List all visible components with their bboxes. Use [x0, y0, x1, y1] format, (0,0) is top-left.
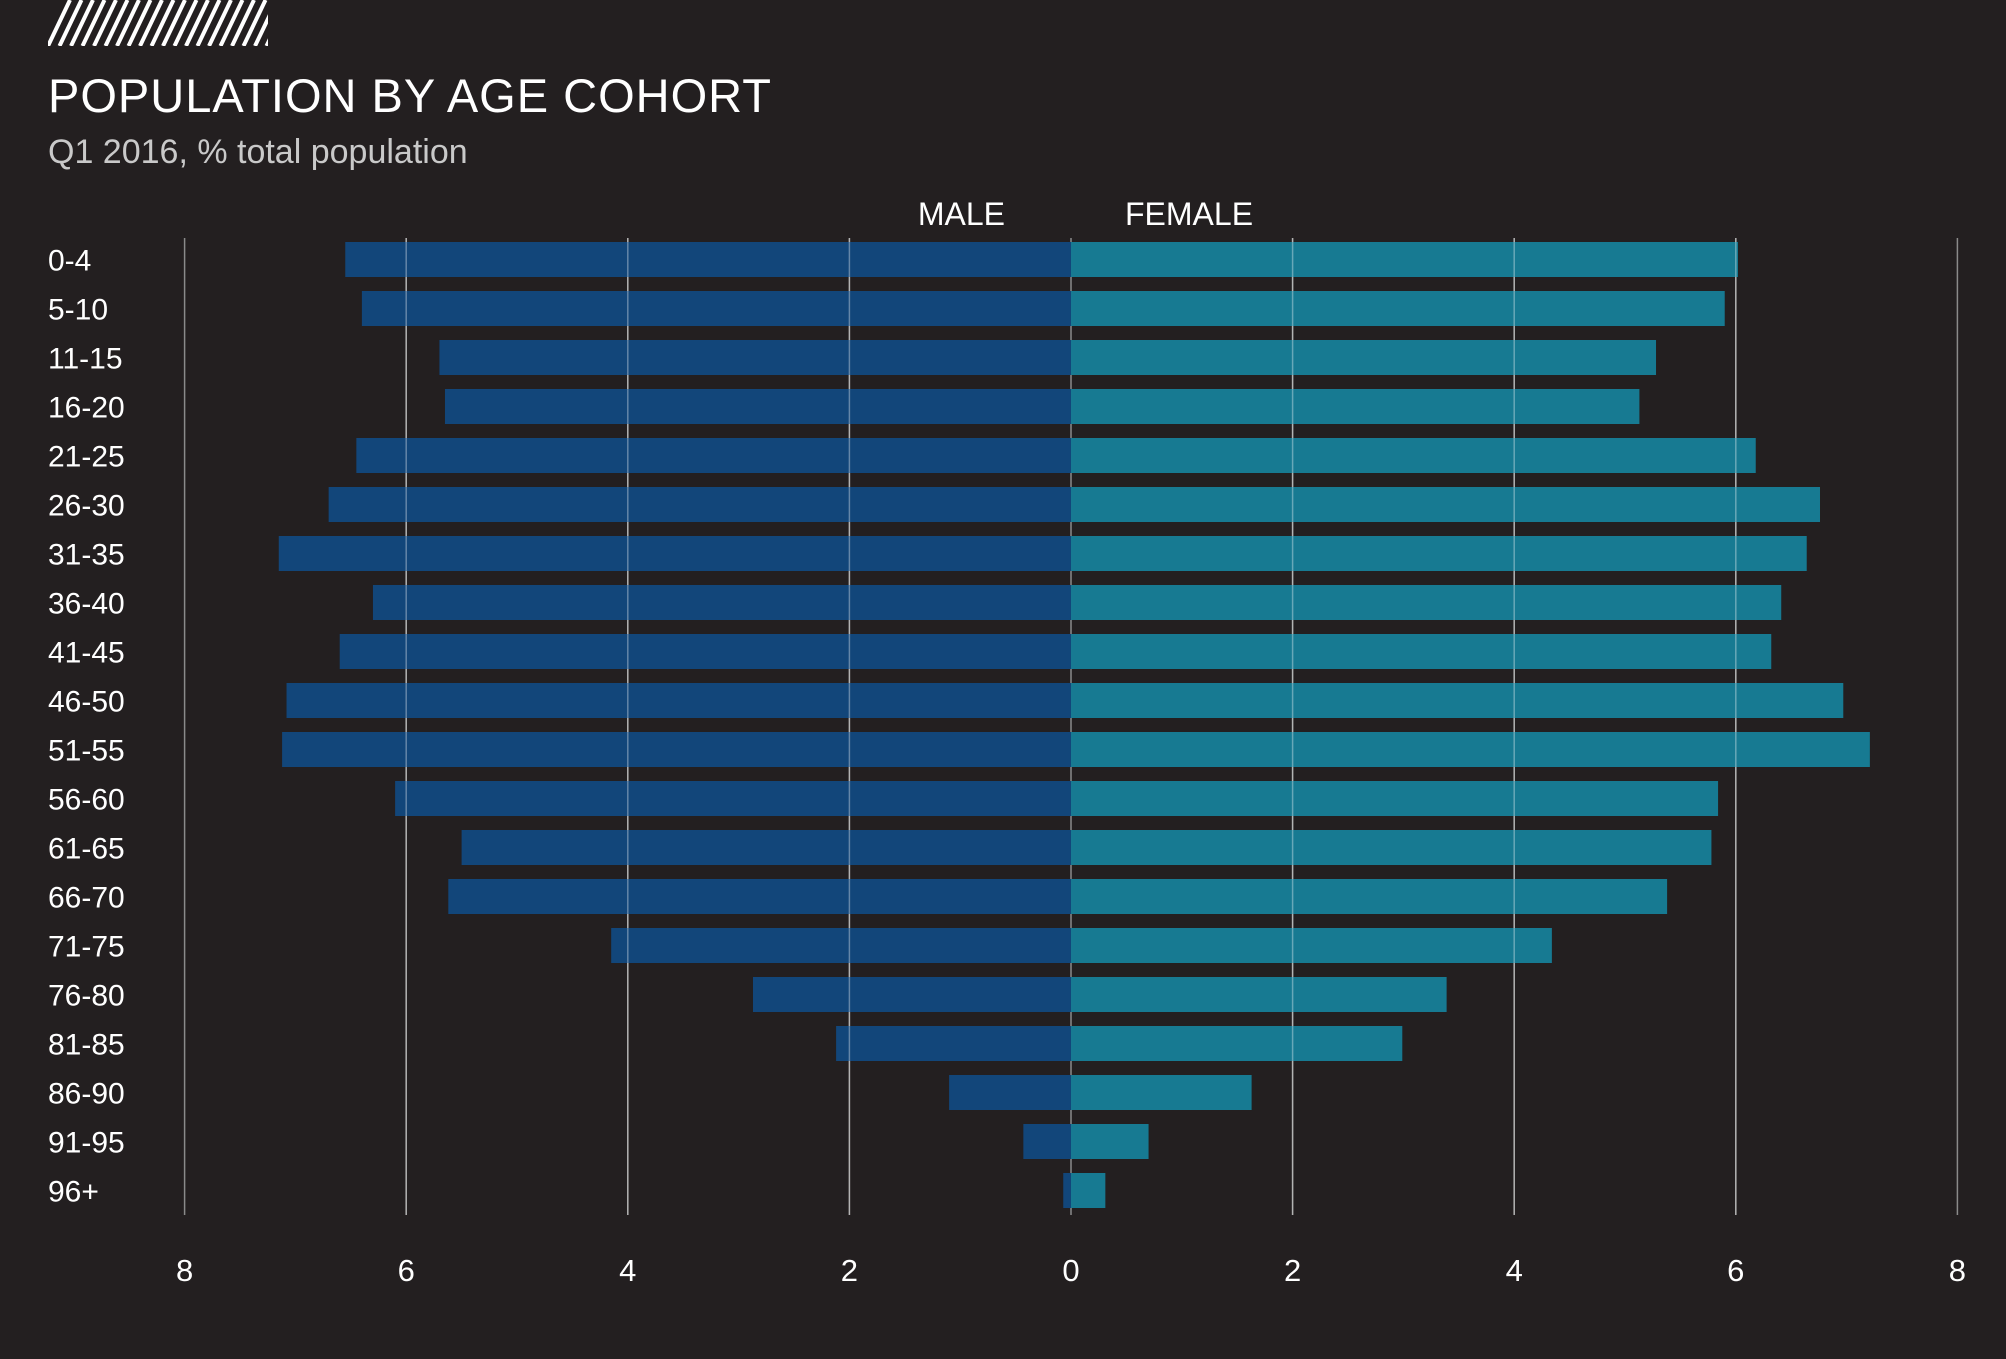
- female-bar-16-20: [1071, 389, 1640, 424]
- female-series-label: FEMALE: [1125, 196, 1253, 232]
- category-labels: 0-4 5-10 11-15 16-20 21-25 26-30 31-35 36-40 41-…: [48, 245, 125, 1209]
- x-tick-label: 6: [1727, 1253, 1744, 1288]
- male-bar-26-30: [328, 487, 1071, 522]
- age-cohort-label: 96+: [48, 1176, 99, 1209]
- age-cohort-label: 16-20: [48, 392, 125, 425]
- age-cohort-label: 66-70: [48, 882, 125, 915]
- age-cohort-label: 76-80: [48, 980, 125, 1013]
- male-bar-31-35: [278, 536, 1071, 571]
- x-tick-label: 2: [841, 1253, 858, 1288]
- female-bar-26-30: [1071, 487, 1821, 522]
- male-bar-76-80: [753, 977, 1071, 1012]
- female-bar-81-85: [1071, 1026, 1403, 1061]
- male-bar-51-55: [282, 732, 1071, 767]
- female-bar-66-70: [1071, 879, 1668, 914]
- male-bar-71-75: [611, 928, 1071, 963]
- x-tick-label: 6: [398, 1253, 415, 1288]
- female-bar-31-35: [1071, 536, 1807, 571]
- male-bar-0-4: [345, 242, 1071, 277]
- female-bar-61-65: [1071, 830, 1712, 865]
- x-tick-label: 2: [1284, 1253, 1301, 1288]
- female-bar-46-50: [1071, 683, 1844, 718]
- male-series-label: MALE: [918, 196, 1005, 232]
- age-cohort-label: 41-45: [48, 637, 125, 670]
- bars: [278, 238, 1870, 1215]
- female-bar-76-80: [1071, 977, 1447, 1012]
- female-bar-41-45: [1071, 634, 1772, 669]
- age-cohort-label: 36-40: [48, 588, 125, 621]
- male-bar-21-25: [356, 438, 1072, 473]
- age-cohort-label: 0-4: [48, 245, 91, 278]
- age-cohort-label: 46-50: [48, 686, 125, 719]
- age-cohort-label: 21-25: [48, 441, 125, 474]
- male-bar-66-70: [448, 879, 1072, 914]
- male-bar-5-10: [361, 291, 1071, 326]
- x-tick-label: 0: [1062, 1253, 1079, 1288]
- male-bar-41-45: [339, 634, 1072, 669]
- female-bar-91-95: [1071, 1124, 1149, 1159]
- female-bar-0-4: [1071, 242, 1739, 277]
- hatch-decoration: [48, 0, 268, 46]
- female-bar-96+: [1071, 1173, 1106, 1208]
- chart-title: POPULATION BY AGE COHORT: [48, 69, 772, 122]
- chart-subtitle: Q1 2016, % total population: [48, 133, 468, 171]
- age-cohort-label: 91-95: [48, 1127, 125, 1160]
- male-bar-61-65: [461, 830, 1072, 865]
- female-bar-86-90: [1071, 1075, 1252, 1110]
- age-cohort-label: 31-35: [48, 539, 125, 572]
- female-bar-71-75: [1071, 928, 1552, 963]
- age-cohort-label: 71-75: [48, 931, 125, 964]
- x-tick-label: 8: [176, 1253, 193, 1288]
- grid-lines: [183, 238, 1959, 1215]
- male-bar-11-15: [439, 340, 1071, 375]
- male-bar-36-40: [372, 585, 1072, 620]
- female-bar-51-55: [1071, 732, 1870, 767]
- female-bar-36-40: [1071, 585, 1782, 620]
- age-cohort-label: 5-10: [48, 294, 108, 327]
- female-bar-5-10: [1071, 291, 1725, 326]
- x-tick-label: 8: [1949, 1253, 1966, 1288]
- female-bar-21-25: [1071, 438, 1756, 473]
- male-bar-91-95: [1023, 1124, 1071, 1159]
- age-cohort-label: 61-65: [48, 833, 125, 866]
- female-bar-11-15: [1071, 340, 1657, 375]
- male-bar-96+: [1063, 1173, 1071, 1208]
- male-bar-16-20: [444, 389, 1072, 424]
- age-cohort-label: 56-60: [48, 784, 125, 817]
- male-bar-81-85: [836, 1026, 1071, 1061]
- x-axis-ticks: 8 6 4 2 0 2 4 6 8: [176, 1253, 1966, 1288]
- age-cohort-label: 86-90: [48, 1078, 125, 1111]
- x-tick-label: 4: [1506, 1253, 1523, 1288]
- male-bar-56-60: [395, 781, 1071, 816]
- age-cohort-label: 51-55: [48, 735, 125, 768]
- x-tick-label: 4: [619, 1253, 636, 1288]
- age-cohort-label: 81-85: [48, 1029, 125, 1062]
- female-bar-56-60: [1071, 781, 1719, 816]
- male-bar-46-50: [286, 683, 1071, 718]
- age-cohort-label: 11-15: [48, 343, 123, 376]
- male-bar-86-90: [949, 1075, 1071, 1110]
- age-cohort-label: 26-30: [48, 490, 125, 523]
